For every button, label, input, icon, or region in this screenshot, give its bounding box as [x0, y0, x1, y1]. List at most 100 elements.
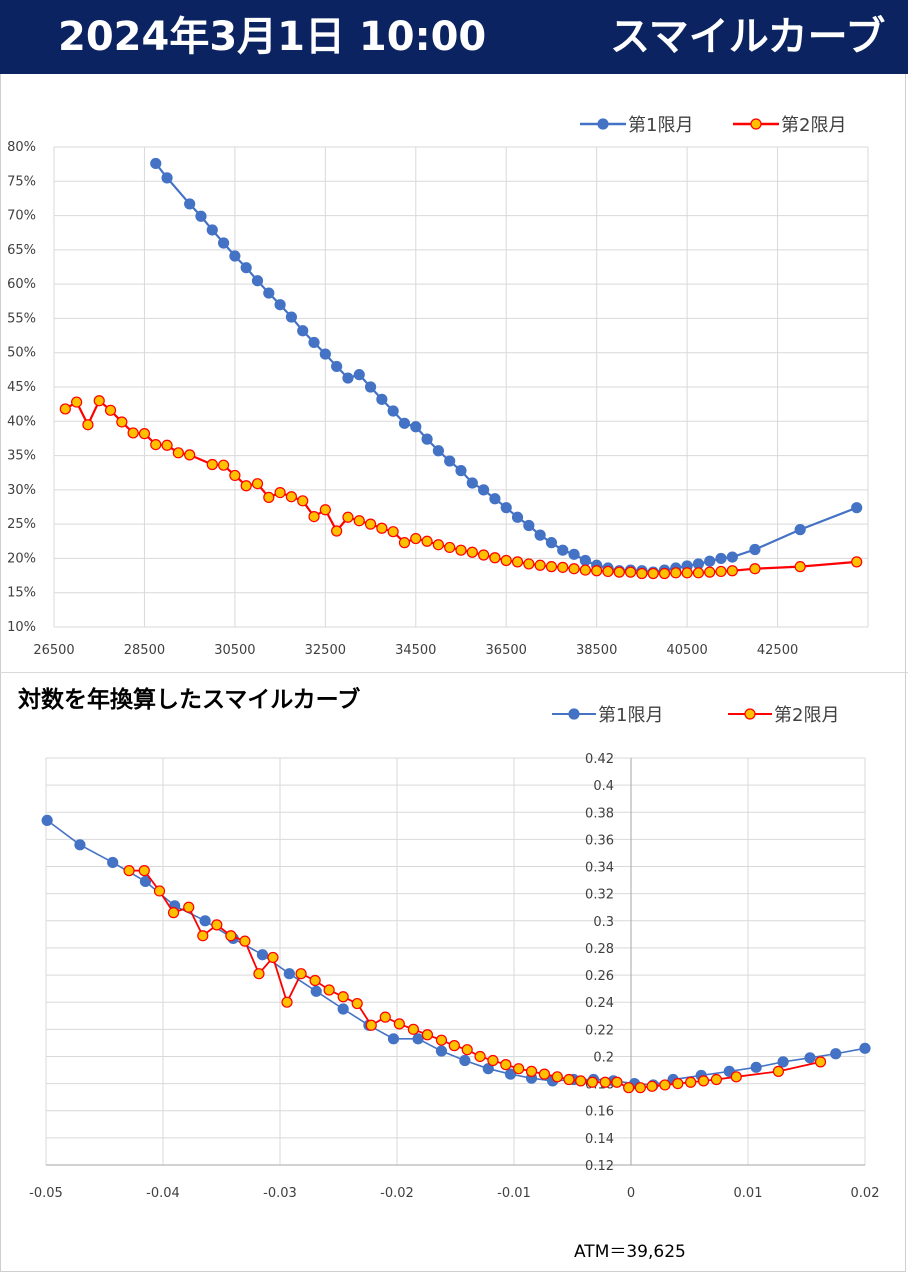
data-point [647, 1081, 657, 1091]
data-point [154, 886, 164, 896]
data-point [219, 460, 229, 470]
data-point [816, 1057, 826, 1067]
data-point [185, 450, 195, 460]
y-tick-label: 0.2 [593, 1050, 614, 1065]
data-point [831, 1049, 841, 1059]
y-tick-label: 0.38 [585, 806, 614, 821]
data-point [852, 557, 862, 567]
data-point [311, 986, 321, 996]
data-point [600, 1077, 610, 1087]
data-point [635, 1083, 645, 1093]
x-tick-label: -0.04 [146, 1186, 180, 1201]
data-point [253, 479, 263, 489]
data-point [377, 523, 387, 533]
data-point [436, 1046, 446, 1056]
data-point [411, 422, 421, 432]
data-point [139, 866, 149, 876]
data-point [751, 1062, 761, 1072]
x-tick-label: 34500 [395, 643, 436, 658]
y-tick-label: 0.36 [585, 833, 614, 848]
data-point [253, 276, 263, 286]
data-point [264, 288, 274, 298]
data-point [268, 952, 278, 962]
data-point [727, 566, 737, 576]
y-tick-label: 60% [7, 277, 36, 292]
atm-note: ATM＝39,625 [574, 1237, 686, 1262]
data-point [552, 1072, 562, 1082]
data-point [546, 538, 556, 548]
data-point [173, 448, 183, 458]
data-point [580, 565, 590, 575]
data-point [711, 1075, 721, 1085]
data-point [422, 434, 432, 444]
data-point [257, 950, 267, 960]
y-tick-label: 0.28 [585, 942, 614, 957]
data-point [637, 569, 647, 579]
data-point [309, 337, 319, 347]
y-tick-label: 0.12 [585, 1159, 614, 1174]
data-point [860, 1043, 870, 1053]
data-point [60, 404, 70, 414]
data-point [151, 440, 161, 450]
legend-label: 第1限月 [598, 705, 663, 726]
data-point [241, 263, 251, 273]
data-point [230, 251, 240, 261]
data-point [354, 516, 364, 526]
data-point [501, 1060, 511, 1070]
data-point [671, 568, 681, 578]
data-point [151, 158, 161, 168]
data-point [338, 1004, 348, 1014]
data-point [731, 1072, 741, 1082]
data-point [501, 555, 511, 565]
data-point [207, 459, 217, 469]
data-point [377, 394, 387, 404]
data-point [514, 1064, 524, 1074]
x-tick-label: -0.03 [263, 1186, 297, 1201]
y-tick-label: 70% [7, 209, 36, 224]
data-point [275, 300, 285, 310]
y-tick-label: 25% [7, 517, 36, 532]
data-point [750, 545, 760, 555]
data-point [366, 382, 376, 392]
data-point [320, 505, 330, 515]
data-point [413, 1034, 423, 1044]
data-point [200, 916, 210, 926]
data-point [83, 420, 93, 430]
y-tick-label: 0.4 [593, 779, 614, 794]
legend-marker [598, 119, 608, 129]
data-point [352, 999, 362, 1009]
data-point [445, 542, 455, 552]
legend-marker [745, 709, 755, 719]
legend-label: 第2限月 [781, 115, 846, 136]
y-tick-label: 80% [7, 140, 36, 155]
y-tick-label: 55% [7, 311, 36, 326]
log-smile-curve-chart: 0.120.140.160.180.20.220.240.260.280.30.… [0, 672, 908, 1234]
data-point [286, 312, 296, 322]
data-point [324, 985, 334, 995]
data-point [298, 496, 308, 506]
data-point [716, 553, 726, 563]
data-point [546, 562, 556, 572]
data-point [795, 562, 805, 572]
data-point [648, 569, 658, 579]
data-point [805, 1053, 815, 1063]
data-point [576, 1076, 586, 1086]
data-point [773, 1066, 783, 1076]
data-point [467, 547, 477, 557]
data-point [332, 526, 342, 536]
data-point [394, 1019, 404, 1029]
y-tick-label: 75% [7, 174, 36, 189]
data-point [94, 396, 104, 406]
data-point [852, 503, 862, 513]
data-point [626, 567, 636, 577]
data-point [388, 406, 398, 416]
data-point [332, 361, 342, 371]
data-point [693, 568, 703, 578]
x-tick-label: 0.02 [851, 1186, 880, 1201]
x-tick-label: -0.05 [29, 1186, 63, 1201]
data-point [106, 405, 116, 415]
data-point [727, 552, 737, 562]
x-tick-label: 38500 [576, 643, 617, 658]
data-point [479, 550, 489, 560]
x-tick-label: -0.01 [497, 1186, 531, 1201]
